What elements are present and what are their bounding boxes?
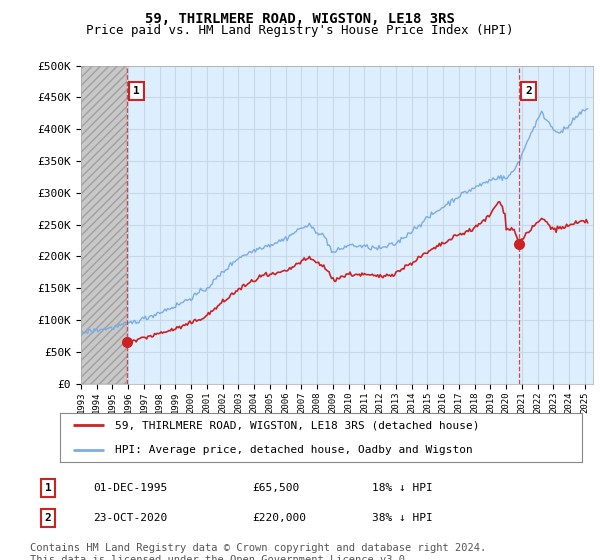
Text: 59, THIRLMERE ROAD, WIGSTON, LE18 3RS: 59, THIRLMERE ROAD, WIGSTON, LE18 3RS xyxy=(145,12,455,26)
Text: HPI: Average price, detached house, Oadby and Wigston: HPI: Average price, detached house, Oadb… xyxy=(115,445,473,455)
Text: 2: 2 xyxy=(525,86,532,96)
Text: 1: 1 xyxy=(44,483,52,493)
Bar xyxy=(81,66,127,384)
Text: 01-DEC-1995: 01-DEC-1995 xyxy=(93,483,167,493)
Text: 2: 2 xyxy=(44,513,52,523)
Text: 38% ↓ HPI: 38% ↓ HPI xyxy=(372,513,433,523)
Text: Price paid vs. HM Land Registry's House Price Index (HPI): Price paid vs. HM Land Registry's House … xyxy=(86,24,514,37)
Text: Contains HM Land Registry data © Crown copyright and database right 2024.
This d: Contains HM Land Registry data © Crown c… xyxy=(30,543,486,560)
Text: £65,500: £65,500 xyxy=(252,483,299,493)
Text: 23-OCT-2020: 23-OCT-2020 xyxy=(93,513,167,523)
Text: 18% ↓ HPI: 18% ↓ HPI xyxy=(372,483,433,493)
Text: 59, THIRLMERE ROAD, WIGSTON, LE18 3RS (detached house): 59, THIRLMERE ROAD, WIGSTON, LE18 3RS (d… xyxy=(115,420,479,430)
Text: £220,000: £220,000 xyxy=(252,513,306,523)
Text: 1: 1 xyxy=(133,86,140,96)
